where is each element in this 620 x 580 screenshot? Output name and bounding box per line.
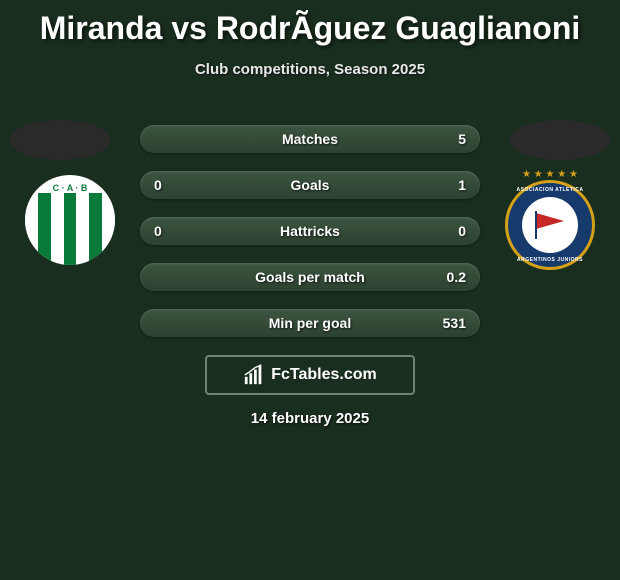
footer-brand-badge: FcTables.com [205,355,415,395]
stat-row: Min per goal 531 [140,309,480,337]
club-crest-right: ★ ★ ★ ★ ★ ASOCIACION ATLETICA ARGENTINOS… [505,180,595,270]
stat-right-value: 531 [443,309,466,337]
stat-row: 0 Goals 1 [140,171,480,199]
pennant-icon [532,207,568,243]
stat-label: Hattricks [140,217,480,245]
chart-icon [243,364,265,386]
footer-brand-text: FcTables.com [271,366,377,384]
crest-right-inner [522,197,578,253]
stat-right-value: 5 [458,125,466,153]
page-title: Miranda vs RodrÃ­guez Guaglianoni [0,0,620,47]
subtitle: Club competitions, Season 2025 [0,61,620,78]
stat-right-value: 1 [458,171,466,199]
stat-label: Goals [140,171,480,199]
player-left-silhouette [10,120,110,160]
stat-label: Goals per match [140,263,480,291]
club-crest-left: C · A · B [25,175,115,265]
stat-row: 0 Hattricks 0 [140,217,480,245]
crest-left-stripes [25,193,115,265]
date-text: 14 february 2025 [0,410,620,427]
crest-right-stars: ★ ★ ★ ★ ★ [508,169,592,180]
stat-right-value: 0 [458,217,466,245]
stat-label: Matches [140,125,480,153]
stat-row: Matches 5 [140,125,480,153]
crest-right-ring-top: ASOCIACION ATLETICA [508,187,592,193]
crest-left-text: C · A · B [25,183,115,193]
stat-right-value: 0.2 [447,263,466,291]
player-right-silhouette [510,120,610,160]
stat-row: Goals per match 0.2 [140,263,480,291]
stat-label: Min per goal [140,309,480,337]
crest-right-ring-bottom: ARGENTINOS JUNIORS [508,257,592,263]
stat-bars-container: Matches 5 0 Goals 1 0 Hattricks 0 Goals … [140,125,480,355]
